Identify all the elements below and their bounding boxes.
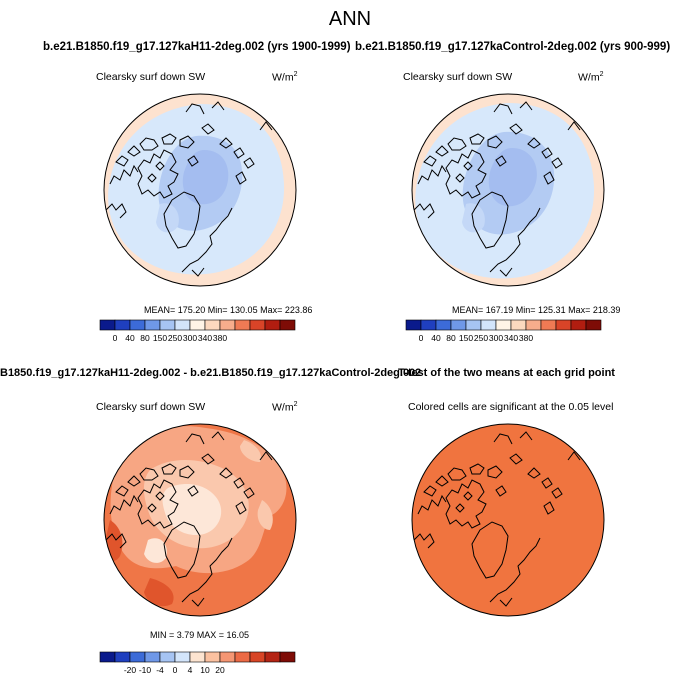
colorbar-tick-label: 300 (489, 333, 503, 343)
colorbar-cell (249, 651, 266, 663)
colorbar-tick-label: 80 (140, 333, 150, 343)
colorbar-cell (435, 319, 452, 331)
colorbar-cell (159, 319, 176, 331)
colorbar-tick-label: 4 (188, 665, 193, 675)
colorbar-tick-label: 0 (173, 665, 178, 675)
colorbar-cell (495, 319, 512, 331)
panel1-colorbar (99, 319, 296, 331)
colorbar-cell (174, 651, 191, 663)
colorbar-cell (114, 651, 131, 663)
colorbar-cell (555, 319, 572, 331)
panel4-case-title: T-test of the two means at each grid poi… (398, 367, 615, 379)
colorbar-tick-label: 150 (459, 333, 473, 343)
colorbar-cell (144, 651, 161, 663)
panel3-map (103, 423, 297, 617)
colorbar-cell (219, 319, 236, 331)
panel1-units: W/m2 (272, 71, 298, 84)
colorbar-tick-label: -20 (124, 665, 137, 675)
colorbar-cell (249, 319, 266, 331)
colorbar-cell (234, 651, 251, 663)
colorbar-tick-label: 150 (153, 333, 167, 343)
colorbar-cell (159, 651, 176, 663)
colorbar-tick-label: 0 (113, 333, 118, 343)
colorbar-cell (480, 319, 497, 331)
colorbar-tick-label: 380 (213, 333, 227, 343)
colorbar-tick-label: 340 (198, 333, 212, 343)
colorbar-cell (219, 651, 236, 663)
panel1-case-title: b.e21.B1850.f19_g17.127kaH11-2deg.002 (y… (43, 41, 351, 53)
colorbar-cell (174, 319, 191, 331)
colorbar-cell (525, 319, 542, 331)
colorbar-tick-label: 80 (446, 333, 456, 343)
colorbar-tick-label: 40 (431, 333, 441, 343)
colorbar-cell (144, 319, 161, 331)
colorbar-cell (420, 319, 437, 331)
colorbar-cell (405, 319, 422, 331)
colorbar-cell (129, 651, 146, 663)
colorbar-cell (129, 319, 146, 331)
colorbar-cell (570, 319, 587, 331)
panel3-colorbar (99, 651, 296, 663)
panel2-colorbar-labels: 0 40 80 150 250 300 340 380 (419, 333, 534, 343)
colorbar-cell (450, 319, 467, 331)
panel3-variable-label: Clearsky surf down SW (96, 401, 206, 413)
colorbar-tick-label: 20 (215, 665, 225, 675)
panel2-variable-label: Clearsky surf down SW (403, 71, 513, 83)
colorbar-cell (204, 319, 221, 331)
colorbar-cell (540, 319, 557, 331)
panel3-colorbar-labels: -20 -10 -4 0 4 10 20 (124, 665, 225, 675)
panel3-stats: MIN = 3.79 MAX = 16.05 (150, 630, 250, 640)
panel4-map (411, 423, 605, 617)
colorbar-tick-label: 250 (168, 333, 182, 343)
panel2-case-title: b.e21.B1850.f19_g17.127kaControl-2deg.00… (355, 41, 671, 53)
colorbar-tick-label: 10 (200, 665, 210, 675)
colorbar-tick-label: 380 (519, 333, 533, 343)
panel3-units: W/m2 (272, 401, 298, 414)
panel3-case-title: B1850.f19_g17.127kaH11-2deg.002 - b.e21.… (0, 367, 422, 379)
panel2-colorbar (405, 319, 602, 331)
panel2-units: W/m2 (578, 71, 604, 84)
colorbar-tick-label: 340 (504, 333, 518, 343)
colorbar-cell (204, 651, 221, 663)
colorbar-cell (510, 319, 527, 331)
colorbar-tick-label: -10 (139, 665, 152, 675)
panel2-stats: MEAN= 167.19 Min= 125.31 Max= 218.39 (452, 305, 621, 315)
colorbar-cell (234, 319, 251, 331)
colorbar-tick-label: 40 (125, 333, 135, 343)
colorbar-cell (189, 319, 206, 331)
panel1-colorbar-labels: 0 40 80 150 250 300 340 380 (113, 333, 228, 343)
panel1-map (103, 93, 297, 287)
colorbar-tick-label: -4 (156, 665, 164, 675)
colorbar-cell (264, 319, 281, 331)
colorbar-tick-label: 0 (419, 333, 424, 343)
colorbar-cell (99, 651, 116, 663)
colorbar-cell (279, 319, 296, 331)
colorbar-tick-label: 250 (474, 333, 488, 343)
panel4-variable-label: Colored cells are significant at the 0.0… (408, 401, 614, 413)
panel1-variable-label: Clearsky surf down SW (96, 71, 206, 83)
colorbar-cell (189, 651, 206, 663)
colorbar-cell (585, 319, 602, 331)
colorbar-cell (264, 651, 281, 663)
panel2-map (411, 93, 605, 287)
colorbar-cell (465, 319, 482, 331)
page-title: ANN (328, 8, 372, 30)
colorbar-cell (279, 651, 296, 663)
panel1-stats: MEAN= 175.20 Min= 130.05 Max= 223.86 (144, 305, 313, 315)
colorbar-cell (99, 319, 116, 331)
colorbar-cell (114, 319, 131, 331)
colorbar-tick-label: 300 (183, 333, 197, 343)
